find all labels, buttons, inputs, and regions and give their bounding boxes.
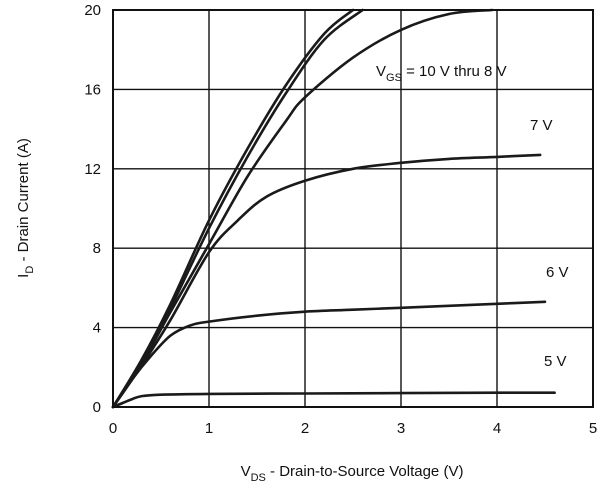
- y-tick-label: 16: [84, 81, 101, 98]
- x-tick-label: 5: [589, 420, 597, 437]
- x-tick-label: 3: [397, 420, 405, 437]
- series-line-5: [111, 300, 547, 409]
- plot-frame: [112, 9, 594, 408]
- annotation-6v: 6 V: [546, 264, 569, 281]
- y-tick-label: 20: [84, 2, 101, 19]
- series-line-3: [111, 8, 494, 409]
- y-axis-label: ID - Drain Current (A): [15, 138, 36, 278]
- x-tick-labels: 0 1 2 3 4 5: [109, 420, 597, 437]
- y-tick-label: 8: [93, 240, 101, 257]
- x-tick-label: 4: [493, 420, 501, 437]
- y-tick-labels: 0 4 8 12 16 20: [84, 2, 101, 416]
- y-tick-label: 4: [93, 320, 101, 337]
- annotation-7v: 7 V: [530, 117, 553, 134]
- annotation-5v: 5 V: [544, 353, 567, 370]
- annotation-vgs-10-to-8: VGS = 10 V thru 8 V: [376, 63, 507, 84]
- series-line-6: [111, 391, 556, 409]
- x-axis-label: VDS - Drain-to-Source Voltage (V): [241, 463, 464, 484]
- x-tick-label: 0: [109, 420, 117, 437]
- y-tick-label: 0: [93, 399, 101, 416]
- y-tick-label: 12: [84, 161, 101, 178]
- x-tick-label: 2: [301, 420, 309, 437]
- curves: [111, 8, 556, 409]
- x-tick-label: 1: [205, 420, 213, 437]
- series-line-4: [111, 153, 542, 409]
- grid: [113, 10, 593, 407]
